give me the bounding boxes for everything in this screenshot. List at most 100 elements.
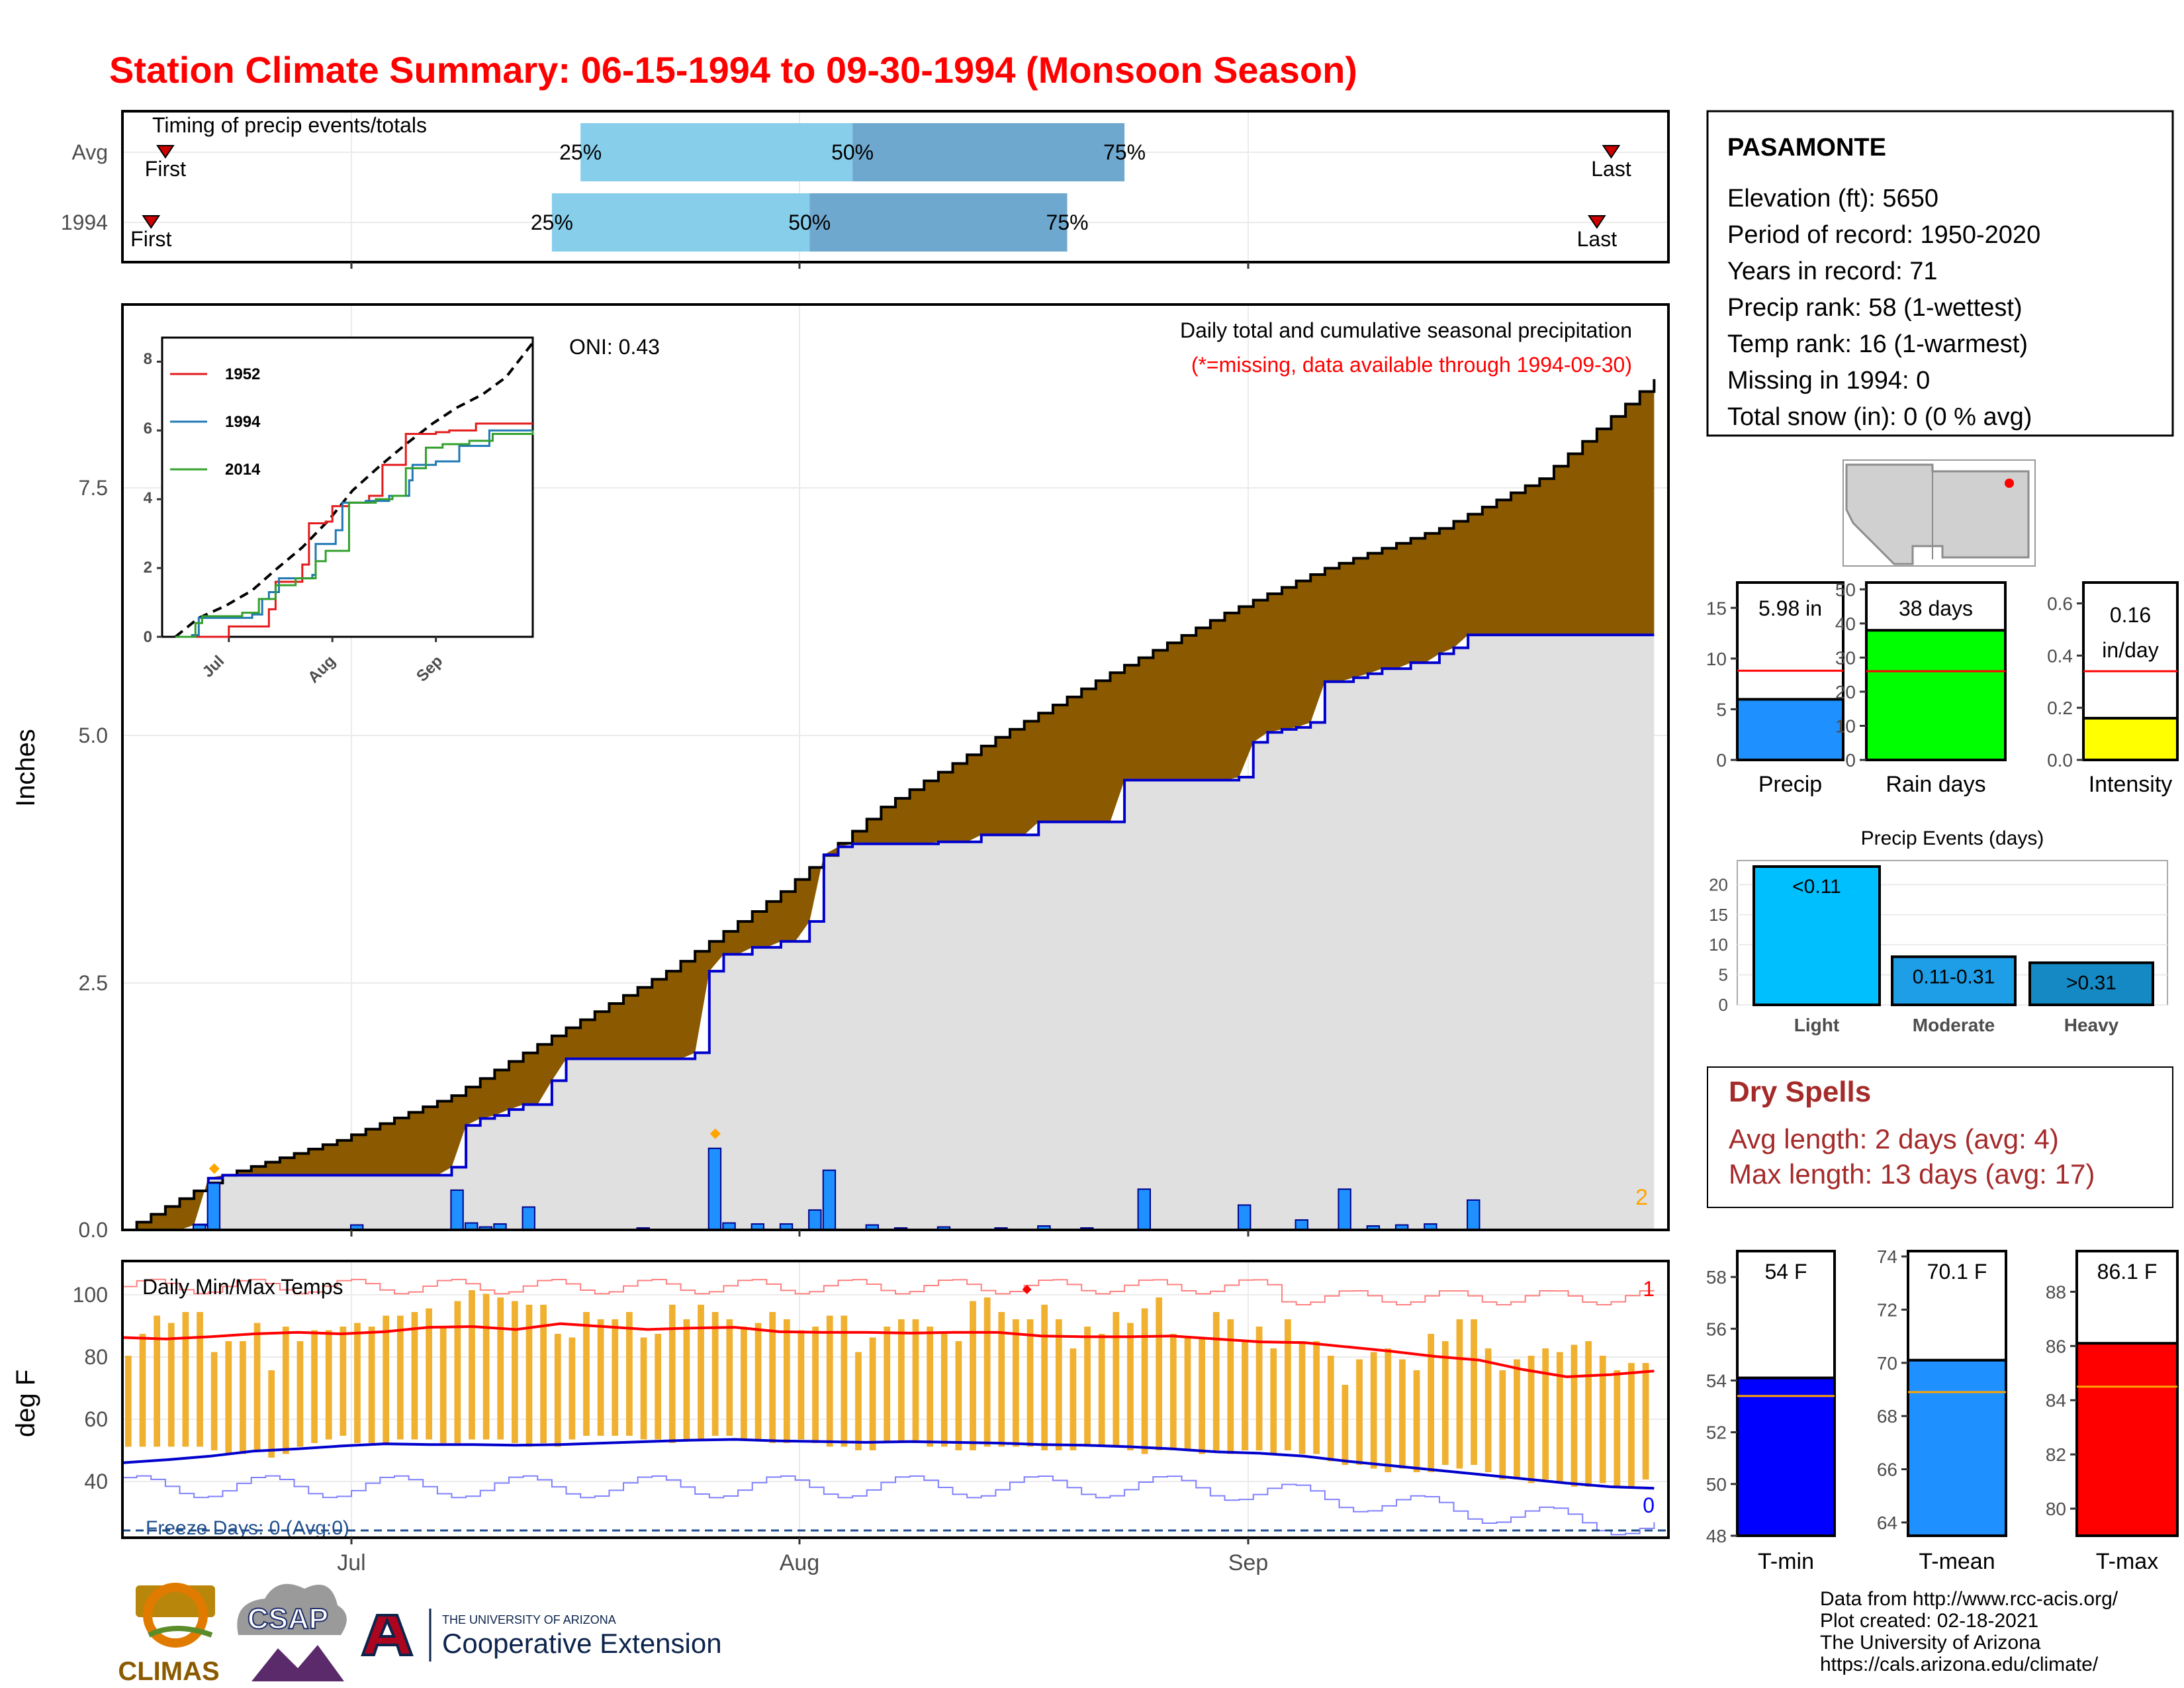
daily-temp-bar [282,1327,289,1454]
summary-bar [1865,629,2007,762]
temp-summary-tick: 72 [1877,1299,1897,1320]
summary-bar [1736,698,1844,761]
timing-bar-q2 [852,123,1125,181]
station-name: PASAMONTE [1727,134,1886,162]
page-title: Station Climate Summary: 06-15-1994 to 0… [109,49,1357,91]
inset-ytick: 0 [144,628,152,646]
inset-avg-line [174,342,534,638]
daily-temp-bar [1399,1359,1406,1469]
daily-temp-bar [626,1312,633,1436]
timing-panel: Timing of precip events/totals 25% 50% 75%… [61,110,1670,269]
daily-temp-bar [569,1337,576,1440]
timing-row-label: Avg [71,140,108,164]
summary-tick: 50 [1835,579,1856,600]
daily-temp-bar [197,1312,203,1447]
daily-temp-bar [240,1341,246,1454]
daily-temp-bar [1212,1312,1220,1450]
events-title: Precip Events (days) [1861,827,2044,849]
precip-events-chart: Precip Events (days) 0 5 10 15 20 <0.11 Light 0… [1709,827,2168,1035]
credit-line: Data from http://www.rcc-acis.org/ [1820,1588,2118,1610]
daily-temp-bar [1055,1319,1062,1450]
temp-summary-tick: 48 [1706,1526,1727,1546]
temp-ylabel: deg F [11,1370,40,1437]
credit-line: Plot created: 02-18-2021 [1820,1610,2038,1632]
temp-summary-tick: 88 [2046,1282,2066,1302]
station-marker [2005,479,2014,488]
daily-temp-bar [1127,1323,1134,1450]
inset-chart: 0 2 4 6 8 Jul Aug Sep 1952 1994 2014 [144,336,534,686]
summary-bars: 0 5 10 15 5.98 in Precip 0 10 20 30 40 50 38 days Rai… [1706,579,2179,797]
daily-temp-bar [998,1312,1005,1447]
timing-percentile: 50% [831,140,874,164]
daily-temp-bar [698,1305,704,1440]
first-marker-label: First [130,227,171,251]
daily-temp-bar [912,1319,919,1443]
temp-summary-tick: 74 [1877,1246,1897,1267]
temp-summary-tick: 70 [1877,1353,1897,1374]
ua-big-text: Cooperative Extension [442,1628,722,1659]
daily-temp-bar [454,1301,461,1443]
daily-precip-bar [450,1189,464,1231]
precip-ytick: 2.5 [79,971,108,995]
month-tick: Sep [1228,1550,1269,1575]
extreme-marker [709,1128,721,1139]
daily-temp-bar [683,1319,690,1440]
daily-temp-bar [1456,1319,1463,1469]
cold-days-count: 0 [1643,1493,1655,1517]
daily-temp-bar [754,1323,762,1440]
daily-temp-bar [1041,1305,1048,1450]
oni-label: ONI: 0.43 [569,335,660,359]
timing-percentile: 75% [1103,140,1146,164]
daily-temp-bar [439,1327,447,1443]
event-bar-label: 0.11-0.31 [1913,966,1995,988]
first-marker-label: First [145,157,186,181]
daily-temp-bar [1270,1348,1277,1454]
daily-temp-bar [1542,1348,1549,1479]
daily-temp-bar [1227,1319,1234,1454]
temp-summary-value: 86.1 F [2097,1260,2158,1284]
temp-ytick: 100 [73,1283,108,1307]
timing-bar-q2 [809,193,1068,252]
summary-tick: 0 [1716,750,1727,771]
locator-map [1843,459,2036,567]
temp-summary-bars: 48 50 52 54 56 58 54 F T-min 64 66 68 70 72 74 70.1 F T… [1706,1246,2179,1574]
daily-temp-bar [1385,1348,1392,1472]
daily-temp-bar [1327,1356,1334,1462]
inset-ytick: 2 [144,559,152,577]
daily-temp-bar [210,1352,218,1450]
daily-precip-bar [707,1147,722,1231]
daily-temp-bar [512,1301,518,1443]
daily-temp-bar [1599,1356,1606,1483]
daily-temp-bar [426,1308,432,1440]
station-line: Years in record: 71 [1727,258,1938,285]
daily-temp-bar [869,1337,876,1450]
month-tick: Jul [337,1550,365,1575]
summary-value: 38 days [1899,596,1973,620]
summary-tick: 0.0 [2047,750,2073,771]
daily-temp-bar [668,1305,676,1443]
daily-temp-bar [354,1323,361,1443]
summary-value: 0.16 [2110,603,2151,627]
event-category: Heavy [2064,1015,2119,1035]
daily-temp-bar [1342,1385,1349,1465]
daily-temp-bar [983,1297,991,1447]
corner-count: 2 [1635,1185,1648,1210]
timing-percentile: 50% [788,211,831,234]
summary-label: Intensity [2089,772,2173,797]
daily-precip-bar [206,1182,221,1231]
summary-label: Rain days [1886,772,1985,797]
events-tick: 20 [1709,874,1728,894]
last-marker [1587,215,1606,229]
summary-tick: 10 [1706,649,1727,669]
extreme-marker [208,1163,220,1174]
daily-temp-bar [898,1319,905,1443]
temp-summary-tick: 80 [2046,1499,2066,1519]
station-line: Elevation (ft): 5650 [1727,185,1938,212]
daily-precip-bar [808,1209,822,1231]
daily-temp-bar [1199,1337,1205,1454]
events-tick: 0 [1719,995,1728,1015]
dry-spells: Dry Spells Avg length: 2 days (avg: 4) M… [1707,1066,2173,1208]
daily-temp-bar [325,1330,332,1440]
daily-temp-bar [1471,1319,1477,1465]
